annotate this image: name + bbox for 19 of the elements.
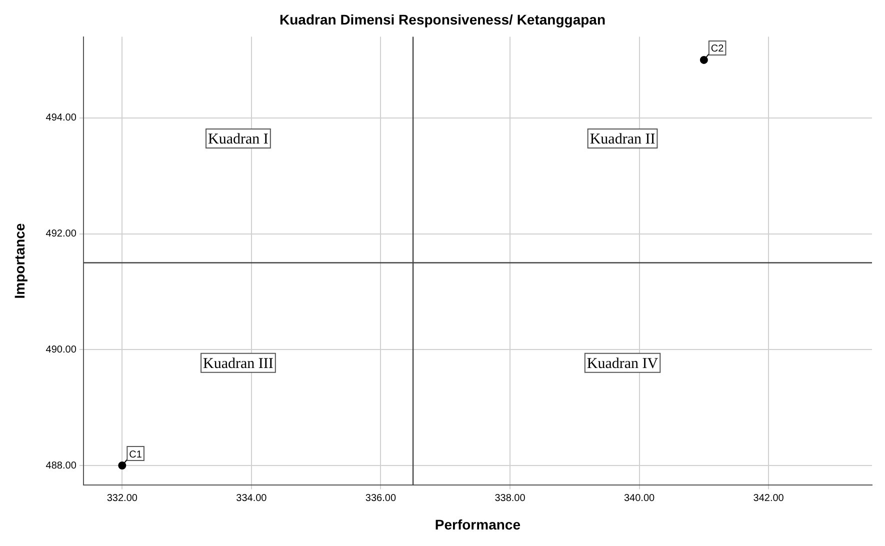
annotation: Kuadran I	[208, 131, 268, 148]
x-tick-label: 336.00	[365, 492, 396, 504]
x-tick-label: 332.00	[106, 492, 138, 504]
x-tick-label: 342.00	[753, 492, 784, 504]
y-tick-label: 494.00	[46, 112, 77, 124]
y-tick-label: 490.00	[46, 344, 77, 356]
x-axis-title: Performance	[434, 516, 521, 532]
x-tick-label: 338.00	[494, 492, 526, 504]
annotation: Kuadran IV	[586, 356, 658, 372]
chart-title: Kuadran Dimensi Responsiveness/ Ketanggapan	[280, 11, 606, 28]
y-axis-title: Importance	[11, 223, 28, 299]
y-tick-label: 492.00	[46, 228, 77, 240]
x-tick-label: 340.00	[624, 492, 656, 504]
x-tick-label: 334.00	[236, 492, 268, 504]
data-label: C1	[129, 449, 142, 460]
annotation: Kuadran II	[590, 131, 656, 148]
annotation: Kuadran III	[203, 356, 274, 372]
data-label: C2	[710, 44, 724, 55]
y-tick-label: 488.00	[46, 460, 77, 472]
